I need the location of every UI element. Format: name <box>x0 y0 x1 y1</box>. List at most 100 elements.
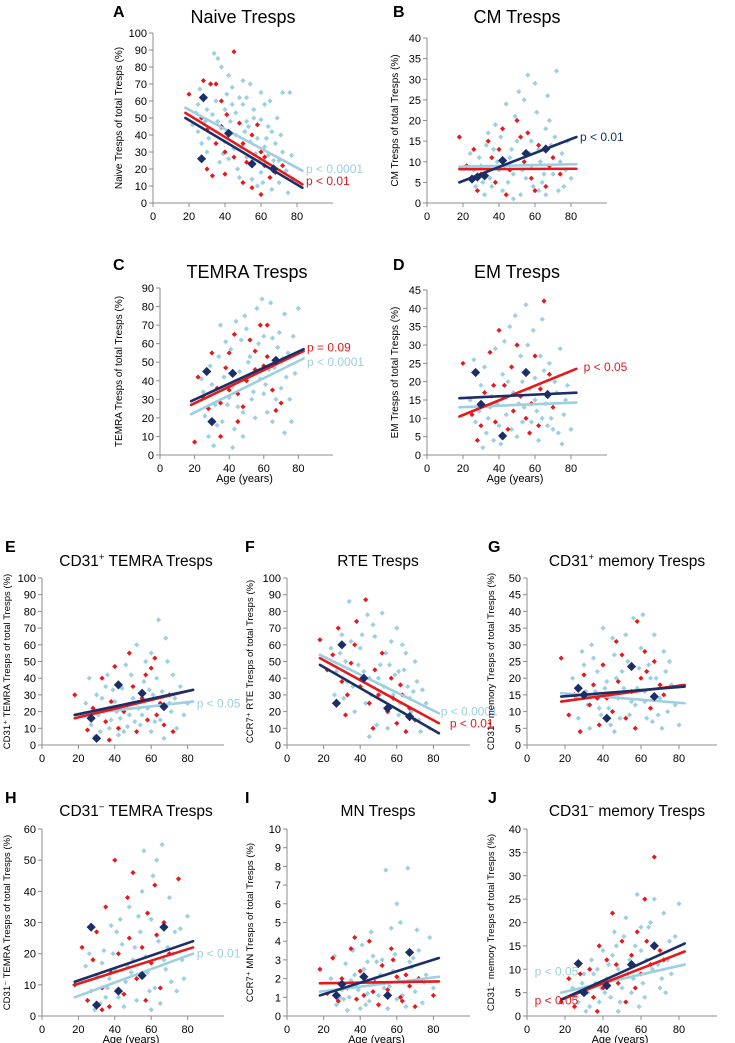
plot-area-a <box>184 49 304 198</box>
y-tick-label-j: 30 <box>509 871 521 883</box>
light-point-f <box>379 610 385 616</box>
red-point-h <box>90 957 96 963</box>
light-point-a <box>244 118 250 124</box>
light-point-g <box>640 612 646 618</box>
light-point-e <box>163 635 169 641</box>
y-tick-label-e: 70 <box>24 623 36 635</box>
light-point-c <box>212 402 218 408</box>
p-value-red-a: p < 0.01 <box>306 174 350 188</box>
light-point-h <box>146 988 152 994</box>
red-point-a <box>240 180 246 186</box>
red-point-f <box>388 675 394 681</box>
y-tick-label-b: 15 <box>409 136 421 148</box>
fit-line-navy-i <box>318 956 441 997</box>
light-point-d <box>568 426 574 432</box>
red-point-d <box>469 412 475 418</box>
red-point-c <box>278 400 284 406</box>
light-point-a <box>236 95 242 101</box>
red-point-d <box>509 364 515 370</box>
light-point-c <box>214 422 220 428</box>
light-point-i <box>416 947 422 954</box>
navy-point-g <box>573 683 583 693</box>
light-point-d <box>510 390 516 396</box>
red-point-d <box>523 415 529 421</box>
light-point-h <box>114 929 120 935</box>
y-tick-label-f: 100 <box>263 573 281 585</box>
light-point-j <box>640 980 646 986</box>
light-point-h <box>119 941 125 947</box>
light-point-j <box>609 952 616 958</box>
red-point-i <box>375 1002 382 1008</box>
panel-label-e: E <box>5 539 16 556</box>
light-point-g <box>606 705 612 711</box>
light-point-f <box>342 658 349 665</box>
x-tick-label-c: 20 <box>188 463 200 475</box>
red-point-c <box>235 419 241 425</box>
fit-line-red-c <box>189 349 305 407</box>
red-point-j <box>558 999 564 1005</box>
light-point-h <box>115 994 122 1000</box>
light-point-h <box>154 857 160 863</box>
light-point-h <box>128 969 134 975</box>
light-point-j <box>632 943 638 949</box>
light-point-a <box>240 78 246 84</box>
panel-d: D EM Tresps 0 5 10 15 20 25 30 35 40 45 0 20 40 60 80 EM … <box>390 257 628 485</box>
red-point-f <box>375 692 382 698</box>
light-point-e <box>128 672 134 678</box>
light-point-d <box>483 430 489 436</box>
y-tick-label-b: 40 <box>409 33 421 45</box>
red-point-g <box>623 715 629 721</box>
y-tick-label-b: 10 <box>409 157 421 169</box>
light-point-a <box>224 91 230 97</box>
light-point-h <box>123 979 129 985</box>
red-point-d <box>527 430 533 436</box>
light-point-j <box>651 896 657 902</box>
y-tick-label-e: 20 <box>24 707 36 719</box>
light-point-a <box>195 129 201 135</box>
light-point-i <box>348 977 354 984</box>
fit-line-navy-f <box>318 663 441 735</box>
red-point-f <box>342 712 349 718</box>
y-tick-label-e: 80 <box>24 606 36 618</box>
light-point-h <box>92 1007 98 1013</box>
p-value-light-a: p < 0.0001 <box>306 162 363 176</box>
light-point-e <box>144 705 151 711</box>
light-point-g <box>600 625 606 631</box>
red-point-b <box>496 146 502 152</box>
red-point-e <box>108 698 114 705</box>
y-tick-label-b: 30 <box>409 74 421 86</box>
red-point-a <box>249 185 255 191</box>
light-point-g <box>655 712 661 718</box>
red-point-j <box>644 938 650 944</box>
x-tick-label-f: 80 <box>427 753 439 765</box>
y-tick-label-j: 0 <box>515 1011 521 1023</box>
light-point-j <box>642 994 648 1000</box>
navy-point-b <box>541 144 551 154</box>
y-tick-label-f: 60 <box>269 640 281 652</box>
red-point-c <box>264 354 270 360</box>
red-point-f <box>372 667 378 673</box>
red-point-h <box>84 997 91 1004</box>
light-point-h <box>163 966 169 972</box>
light-point-c <box>247 354 253 360</box>
light-point-i <box>342 961 349 967</box>
red-point-h <box>106 1004 112 1010</box>
fit-line-light-h <box>73 952 195 999</box>
y-tick-label-b: 20 <box>409 116 421 128</box>
light-point-e <box>94 692 100 698</box>
light-point-g <box>651 632 657 638</box>
red-point-e <box>152 655 158 661</box>
y-tick-label-i: 4 <box>275 936 281 948</box>
navy-point-d <box>498 431 508 441</box>
light-point-f <box>337 650 343 656</box>
red-point-b <box>525 130 531 136</box>
light-point-d <box>519 379 525 385</box>
x-tick-label-j: 0 <box>524 1024 530 1036</box>
y-tick-label-d: 0 <box>415 450 421 462</box>
navy-point-i <box>383 990 393 1001</box>
navy-point-g <box>626 661 637 672</box>
y-axis-label-h: CD31⁻ TEMRA Tresps of total Tresps (%) <box>2 835 13 1010</box>
panel-label-i: I <box>245 790 249 807</box>
red-point-g <box>615 678 621 685</box>
light-point-b <box>532 80 538 86</box>
